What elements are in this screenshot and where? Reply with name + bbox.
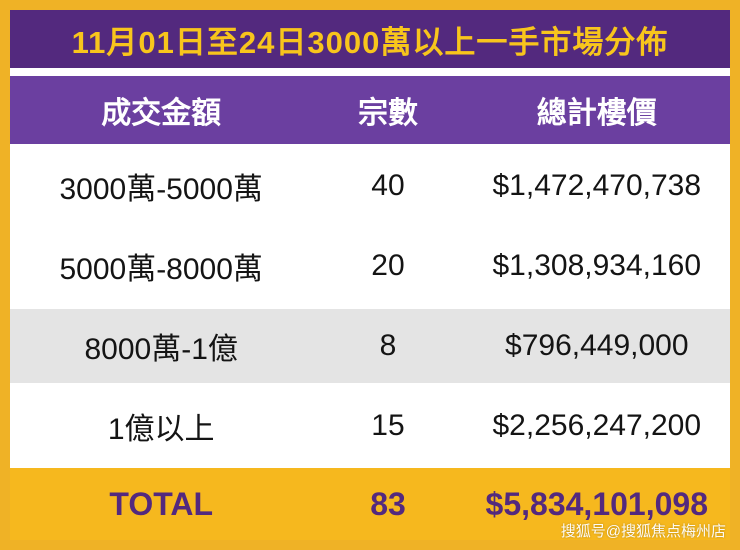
total-price-sum-cell: $5,834,101,098 [485,485,708,522]
total-row: TOTAL 83 $5,834,101,098 [10,468,730,540]
count-cell: 40 [371,169,405,203]
amount-range-cell: 5000萬-8000萬 [59,253,263,287]
table-row: 5000萬-8000萬 20 $1,308,934,160 [10,228,730,304]
count-cell: 8 [379,328,397,362]
amount-range-cell: 1億以上 [107,412,215,446]
total-price-cell: $1,472,470,738 [492,169,702,203]
table-header-row: 成交金額 宗數 總計樓價 [10,76,730,144]
table-body: 3000萬-5000萬 40 $1,472,470,738 5000萬-8000… [10,144,730,463]
table-row: 3000萬-5000萬 40 $1,472,470,738 [10,149,730,224]
column-header-count: 宗數 [357,97,418,130]
total-label-cell: TOTAL [109,485,214,522]
table-row: 1億以上 15 $2,256,247,200 [10,388,730,463]
page-title: 11月01日至24日3000萬以上一手市場分佈 [10,10,730,68]
amount-range-cell: 3000萬-5000萬 [59,173,263,207]
total-price-cell: $1,308,934,160 [492,249,702,283]
column-header-amount: 成交金額 [101,97,222,130]
total-price-cell: $796,449,000 [505,328,689,362]
table-row: 8000萬-1億 8 $796,449,000 [10,308,730,384]
column-header-total-price: 總計樓價 [536,97,657,130]
page-title-text: 11月01日至24日3000萬以上一手市場分佈 [71,24,669,60]
total-price-cell: $2,256,247,200 [492,408,702,442]
amount-range-cell: 8000萬-1億 [84,332,238,366]
watermark: 搜狐号@搜狐焦点梅州店 [560,523,726,540]
total-count-cell: 83 [370,485,406,522]
table-container: 11月01日至24日3000萬以上一手市場分佈 成交金額 宗數 總計樓價 300… [10,10,730,540]
count-cell: 20 [371,249,405,283]
count-cell: 15 [371,408,405,442]
